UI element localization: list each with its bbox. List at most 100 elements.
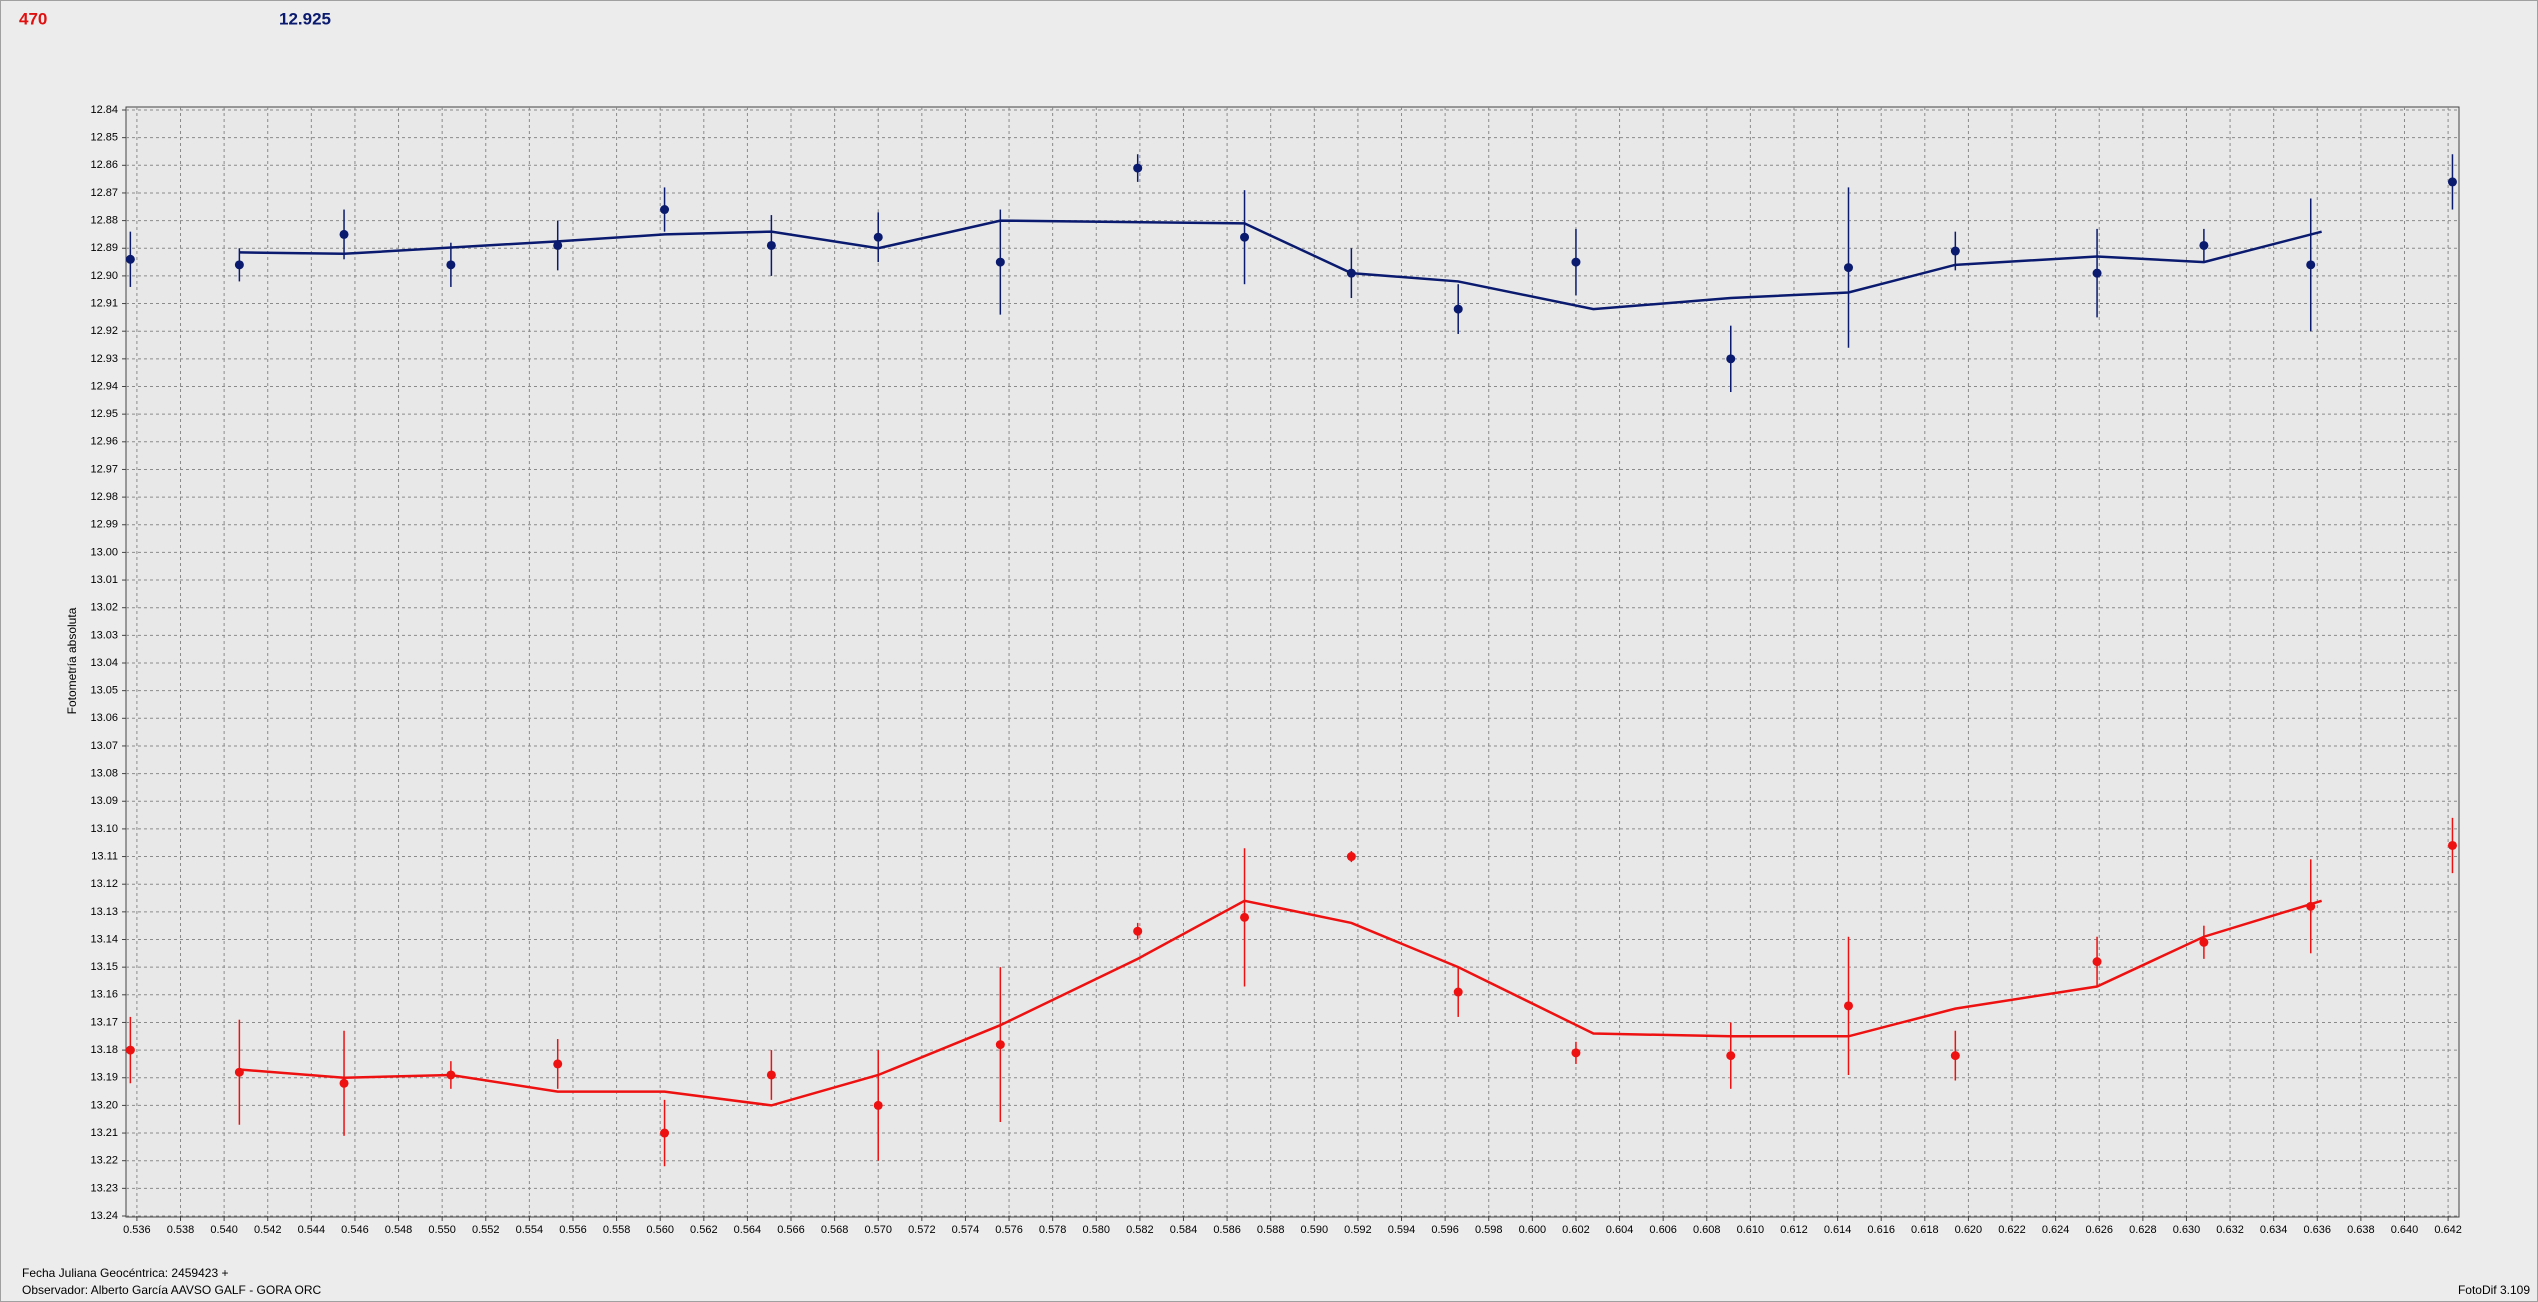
y-tick-label: 13.17 [90, 1016, 118, 1028]
x-tick-label: 0.636 [2304, 1224, 2332, 1236]
y-tick-label: 13.18 [90, 1044, 118, 1056]
y-tick-label: 13.14 [90, 933, 118, 945]
magnitude: 12.925 [279, 9, 331, 28]
x-tick-label: 0.538 [167, 1224, 195, 1236]
data-point [2199, 937, 2209, 947]
x-tick-label: 0.624 [2042, 1224, 2070, 1236]
data-point [766, 1070, 776, 1080]
y-tick-label: 13.21 [90, 1127, 118, 1139]
data-point [1726, 354, 1736, 364]
data-point [446, 1070, 456, 1080]
y-tick-label: 12.97 [90, 463, 118, 475]
x-tick-label: 0.570 [864, 1224, 892, 1236]
x-tick-label: 0.608 [1693, 1224, 1721, 1236]
y-tick-label: 12.98 [90, 491, 118, 503]
x-tick-label: 0.618 [1911, 1224, 1939, 1236]
x-tick-label: 0.550 [428, 1224, 456, 1236]
x-tick-label: 0.600 [1519, 1224, 1547, 1236]
data-point [2447, 840, 2457, 850]
x-tick-label: 0.640 [2391, 1224, 2419, 1236]
data-point [766, 240, 776, 250]
x-tick-label: 0.596 [1431, 1224, 1459, 1236]
footer-version: FotoDif 3.109 [2458, 1283, 2530, 1297]
y-tick-label: 13.10 [90, 823, 118, 835]
y-tick-label: 12.86 [90, 159, 118, 171]
y-tick-label: 13.23 [90, 1182, 118, 1194]
data-point [446, 260, 456, 270]
data-point [125, 254, 135, 264]
x-tick-label: 0.622 [1998, 1224, 2026, 1236]
y-tick-label: 13.20 [90, 1099, 118, 1111]
x-tick-label: 0.544 [298, 1224, 326, 1236]
y-tick-label: 13.01 [90, 574, 118, 586]
x-tick-label: 0.584 [1170, 1224, 1198, 1236]
y-tick-label: 13.13 [90, 906, 118, 918]
x-tick-label: 0.578 [1039, 1224, 1067, 1236]
data-point [660, 205, 670, 215]
data-point [2092, 957, 2102, 967]
y-tick-label: 12.90 [90, 270, 118, 282]
y-tick-label: 13.16 [90, 989, 118, 1001]
x-tick-label: 0.628 [2129, 1224, 2157, 1236]
x-tick-label: 0.580 [1083, 1224, 1111, 1236]
y-tick-label: 12.85 [90, 132, 118, 144]
data-point [339, 229, 349, 239]
data-point [1950, 246, 1960, 256]
footer-observer: Observador: Alberto García AAVSO GALF - … [22, 1283, 322, 1297]
data-point [1843, 263, 1853, 273]
data-point [553, 240, 563, 250]
x-tick-label: 0.566 [777, 1224, 805, 1236]
x-tick-label: 0.638 [2347, 1224, 2375, 1236]
x-tick-label: 0.574 [952, 1224, 980, 1236]
data-point [1133, 926, 1143, 936]
data-point [660, 1128, 670, 1138]
x-tick-label: 0.546 [341, 1224, 369, 1236]
x-tick-label: 0.592 [1344, 1224, 1372, 1236]
data-point [1571, 257, 1581, 267]
footer-date: Fecha Juliana Geocéntrica: 2459423 + [22, 1266, 228, 1280]
data-point [1453, 987, 1463, 997]
y-tick-label: 13.05 [90, 685, 118, 697]
data-point [995, 1040, 1005, 1050]
data-point [553, 1059, 563, 1069]
y-tick-label: 12.95 [90, 408, 118, 420]
x-tick-label: 0.548 [385, 1224, 413, 1236]
data-point [873, 232, 883, 242]
data-point [2306, 901, 2316, 911]
y-tick-label: 12.99 [90, 519, 118, 531]
data-point [2199, 240, 2209, 250]
frame-number: 470 [19, 9, 47, 28]
y-tick-label: 12.96 [90, 436, 118, 448]
x-tick-label: 0.558 [603, 1224, 631, 1236]
y-tick-label: 13.11 [91, 850, 118, 862]
x-tick-label: 0.556 [559, 1224, 587, 1236]
x-tick-label: 0.614 [1824, 1224, 1852, 1236]
data-point [1346, 852, 1356, 862]
x-tick-label: 0.602 [1562, 1224, 1590, 1236]
y-tick-label: 12.88 [90, 215, 118, 227]
x-tick-label: 0.606 [1649, 1224, 1677, 1236]
x-tick-label: 0.540 [210, 1224, 238, 1236]
y-tick-label: 13.15 [90, 961, 118, 973]
x-tick-label: 0.562 [690, 1224, 718, 1236]
data-point [995, 257, 1005, 267]
y-tick-label: 12.94 [90, 380, 118, 392]
data-point [234, 260, 244, 270]
x-tick-label: 0.632 [2216, 1224, 2244, 1236]
x-tick-label: 0.554 [516, 1224, 544, 1236]
data-point [1571, 1048, 1581, 1058]
x-tick-label: 0.536 [123, 1224, 151, 1236]
x-tick-label: 0.598 [1475, 1224, 1503, 1236]
x-tick-label: 0.630 [2173, 1224, 2201, 1236]
data-point [1843, 1001, 1853, 1011]
x-tick-label: 0.564 [734, 1224, 762, 1236]
data-point [2447, 177, 2457, 187]
x-tick-label: 0.620 [1955, 1224, 1983, 1236]
y-tick-label: 13.02 [90, 602, 118, 614]
y-tick-label: 13.07 [90, 740, 118, 752]
data-point [339, 1078, 349, 1088]
x-tick-label: 0.576 [995, 1224, 1023, 1236]
y-tick-label: 13.22 [90, 1155, 118, 1167]
data-point [1346, 268, 1356, 278]
